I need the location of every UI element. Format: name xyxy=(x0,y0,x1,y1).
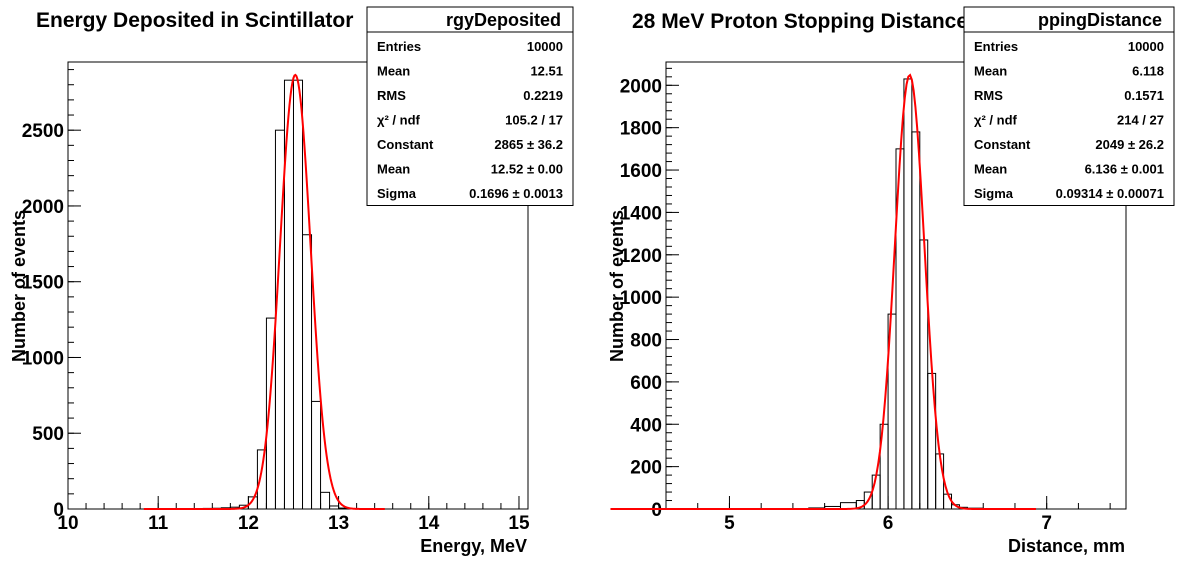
histogram-bin xyxy=(904,79,912,509)
stats-label: Sigma xyxy=(974,186,1014,201)
stats-label: Sigma xyxy=(377,186,417,201)
histogram-bin xyxy=(312,401,321,509)
histogram-bin xyxy=(321,492,330,509)
stats-label: Constant xyxy=(377,137,434,152)
stats-box: ppingDistance Entries 10000 Mean 6.118 RMS 0.1… xyxy=(964,7,1174,206)
histogram-bin xyxy=(330,506,339,509)
stats-box: rgyDeposited Entries 10000 Mean 12.51 RMS 0.22… xyxy=(367,7,573,206)
y-tick-label: 2500 xyxy=(22,121,64,142)
stats-label: Entries xyxy=(377,39,421,54)
x-tick-label: 5 xyxy=(724,513,735,534)
histogram-bin xyxy=(944,494,952,509)
histogram-bin xyxy=(303,235,312,509)
x-tick-label: 12 xyxy=(238,513,259,534)
stats-label: Mean xyxy=(377,64,410,79)
y-tick-label: 500 xyxy=(32,424,64,445)
y-tick-label: 2000 xyxy=(620,76,662,97)
histogram-bin xyxy=(293,80,302,509)
histogram-bin xyxy=(257,450,266,509)
y-axis-label: Number of events xyxy=(607,210,627,362)
y-tick-label: 0 xyxy=(651,500,662,521)
stats-value: 2049 ± 26.2 xyxy=(1095,137,1164,152)
stats-value: 10000 xyxy=(1128,39,1164,54)
x-axis-label: Distance, mm xyxy=(1008,536,1125,556)
stats-value: 214 / 27 xyxy=(1117,113,1164,128)
stats-label: χ² / ndf xyxy=(974,113,1018,128)
stats-histogram-name: ppingDistance xyxy=(1038,10,1162,30)
stats-label: Constant xyxy=(974,137,1031,152)
histogram-bin xyxy=(912,132,920,509)
y-tick-label: 400 xyxy=(630,415,662,436)
y-tick-label: 1800 xyxy=(620,119,662,140)
stats-value: 6.118 xyxy=(1132,64,1164,79)
x-tick-label: 6 xyxy=(883,513,894,534)
y-tick-label: 200 xyxy=(630,458,662,479)
stats-value: 0.09314 ± 0.00071 xyxy=(1056,186,1164,201)
stats-value: 12.51 xyxy=(530,64,563,79)
stats-label: χ² / ndf xyxy=(377,113,421,128)
stats-value: 0.2219 xyxy=(523,88,563,103)
y-tick-label: 0 xyxy=(53,500,64,521)
stats-label: RMS xyxy=(974,88,1003,103)
stats-value: 0.1571 xyxy=(1124,88,1164,103)
y-tick-label: 600 xyxy=(630,373,662,394)
x-tick-label: 13 xyxy=(328,513,349,534)
x-tick-label: 7 xyxy=(1041,513,1052,534)
stats-label: RMS xyxy=(377,88,406,103)
stats-label: Mean xyxy=(974,162,1007,177)
stats-value: 0.1696 ± 0.0013 xyxy=(469,186,563,201)
stats-value: 105.2 / 17 xyxy=(505,113,563,128)
stats-value: 6.136 ± 0.001 xyxy=(1085,162,1164,177)
x-axis-label: Energy, MeV xyxy=(420,536,527,556)
chart-title: Energy Deposited in Scintillator xyxy=(36,9,353,32)
x-tick-label: 11 xyxy=(148,513,169,534)
chart-title: 28 MeV Proton Stopping Distance xyxy=(632,10,968,33)
stats-histogram-name: rgyDeposited xyxy=(446,10,561,30)
x-tick-label: 15 xyxy=(508,513,530,534)
histogram-bin xyxy=(936,454,944,509)
stats-value: 12.52 ± 0.00 xyxy=(491,162,563,177)
x-tick-label: 14 xyxy=(418,513,440,534)
y-axis-label: Number of events xyxy=(9,210,29,362)
stats-label: Mean xyxy=(377,162,410,177)
stats-value: 10000 xyxy=(527,39,563,54)
y-tick-label: 1600 xyxy=(620,161,662,182)
stats-label: Entries xyxy=(974,39,1018,54)
gaussian-fit-line xyxy=(144,75,385,509)
histogram xyxy=(194,80,356,509)
stats-value: 2865 ± 36.2 xyxy=(494,137,563,152)
y-tick-label: 800 xyxy=(630,331,662,352)
stats-label: Mean xyxy=(974,64,1007,79)
